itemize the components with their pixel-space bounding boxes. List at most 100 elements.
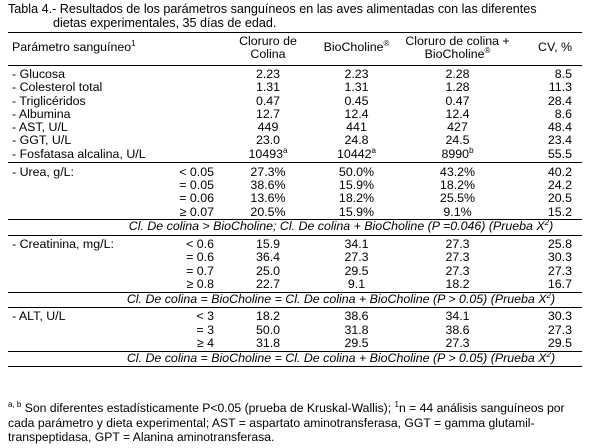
cell-cv: 24.2 (547, 178, 572, 192)
condition-label: = 0.6 (186, 250, 214, 265)
cell-v2: 1.31 (344, 80, 369, 95)
cell-v1: 15.9 (255, 237, 281, 251)
cell-v1: 36.4 (255, 250, 281, 265)
cell-v1: 38.6% (250, 178, 286, 192)
cell-v2: 38.6 (344, 309, 369, 324)
cell-cv: 25.8 (547, 237, 572, 251)
condition-label: ≥ 0.8 (186, 276, 214, 291)
cell-cv: 40.2 (547, 164, 572, 179)
condition-label: < 3 (196, 309, 214, 324)
condition-label: = 0.05 (179, 178, 214, 192)
cell-cv: 27.3 (547, 322, 572, 337)
cell-v2: 10442a (337, 145, 376, 161)
cell-v2: 34.1 (344, 237, 369, 251)
cell-v1: 23.0 (255, 133, 281, 148)
section-rule (8, 162, 582, 164)
cell-cv: 55.5 (547, 146, 572, 161)
row-label: - Glucosa (12, 67, 66, 81)
cell-v1: 1.31 (255, 80, 281, 95)
cell-v2: 31.8 (344, 322, 369, 337)
condition-label: < 0.05 (179, 164, 214, 179)
header-col1: Cloruro de Colina (239, 34, 297, 61)
cell-v3: 27.3 (445, 263, 470, 278)
cell-v3: 18.2% (439, 178, 476, 192)
cell-v1: 10493a (248, 145, 288, 161)
cell-cv: 27.3 (547, 263, 572, 278)
header-cv: CV, % (538, 40, 572, 54)
footnote: a, b Son diferentes estadísticamente P<0… (8, 400, 565, 445)
cell-cv: 11.3 (548, 80, 572, 95)
cell-v1: 12.7 (255, 106, 281, 121)
cell-v1: 31.8 (255, 335, 281, 350)
section-rule (8, 365, 582, 367)
cell-v3: 27.3 (445, 250, 470, 265)
cell-v2: 12.4 (344, 106, 369, 121)
cell-v3: 25.5% (439, 191, 476, 206)
cell-cv: 29.5 (547, 335, 572, 350)
caption-line-2: dietas experimentales, 35 días de edad. (53, 16, 277, 30)
group-label: - Urea, g/L: (12, 164, 74, 179)
cell-v3: 27.3 (445, 335, 470, 350)
cell-v3: 18.2 (445, 276, 470, 291)
cell-cv: 16.7 (547, 276, 572, 291)
condition-label: = 0.7 (186, 263, 214, 278)
cell-v1: 27.3% (250, 164, 286, 179)
cell-cv: 30.3 (547, 250, 572, 265)
cell-v1: 20.5% (250, 204, 286, 219)
cell-v3: 8990b (441, 145, 474, 161)
group-label: - Creatinina, mg/L: (12, 237, 114, 251)
cell-v2: 2.23 (344, 67, 369, 81)
cell-v2: 441 (346, 120, 367, 134)
cell-cv: 23.4 (547, 133, 572, 148)
cell-v3: 0.47 (445, 93, 470, 108)
cell-v1: 449 (257, 120, 279, 134)
cell-cv: 8.6 (554, 106, 572, 121)
cell-v2: 9.1 (347, 276, 366, 291)
cell-v3: 34.1 (445, 309, 470, 324)
cell-v2: 27.3 (344, 250, 369, 265)
cell-v2: 18.2% (338, 191, 375, 206)
cell-v1: 13.6% (250, 191, 286, 206)
row-label: - GGT, U/L (12, 133, 72, 148)
cell-v2: 0.45 (344, 93, 369, 108)
cell-v2: 15.9% (338, 204, 375, 219)
cell-v1: 2.23 (255, 67, 281, 81)
condition-label: = 3 (196, 322, 214, 337)
row-label: - Triglicéridos (12, 93, 86, 108)
section-rule (8, 234, 582, 236)
cell-v3: 12.4 (445, 106, 470, 121)
statistical-note: Cl. De colina = BioCholine = Cl. De coli… (126, 349, 556, 365)
cell-v2: 24.8 (344, 133, 369, 148)
row-label: - Colesterol total (12, 80, 103, 95)
group-divider (8, 219, 582, 221)
cell-cv: 8.5 (554, 67, 572, 81)
cell-v2: 29.5 (344, 263, 369, 278)
cell-cv: 20.5 (547, 191, 572, 206)
statistical-note: Cl. De colina = BioCholine = Cl. De coli… (126, 290, 556, 306)
cell-v2: 15.9% (338, 178, 375, 192)
cell-v1: 22.7 (255, 276, 281, 291)
cell-v1: 50.0 (255, 322, 281, 337)
header-col2: BioCholine® (323, 39, 390, 54)
row-label: - Albumina (12, 106, 71, 121)
cell-cv: 15.2 (547, 204, 572, 219)
cell-v3: 27.3 (445, 237, 470, 251)
cell-v3: 1.28 (445, 80, 470, 95)
cell-v1: 18.2 (255, 309, 281, 324)
group-divider (8, 291, 582, 293)
header-param: Parámetro sanguíneo1 (12, 39, 136, 54)
condition-label: ≥ 4 (196, 335, 214, 350)
group-label: - ALT, U/L (12, 309, 66, 324)
header-col3: Cloruro de colina + BioCholine® (405, 34, 510, 61)
table-caption: Tabla 4.- Resultados de los parámetros s… (8, 2, 583, 30)
cell-v3: 38.6 (445, 322, 470, 337)
statistical-note: Cl. De colina > BioCholine; Cl. De colin… (128, 218, 554, 234)
condition-label: = 0.06 (179, 191, 214, 206)
header-rule (8, 65, 582, 66)
cell-v2: 50.0% (338, 164, 375, 179)
row-label: - AST, U/L (12, 120, 68, 134)
group-divider (8, 350, 582, 352)
caption-line-1: Tabla 4.- Resultados de los parámetros s… (8, 2, 537, 16)
cell-v3: 43.2% (439, 164, 476, 179)
cell-cv: 28.4 (547, 93, 572, 108)
